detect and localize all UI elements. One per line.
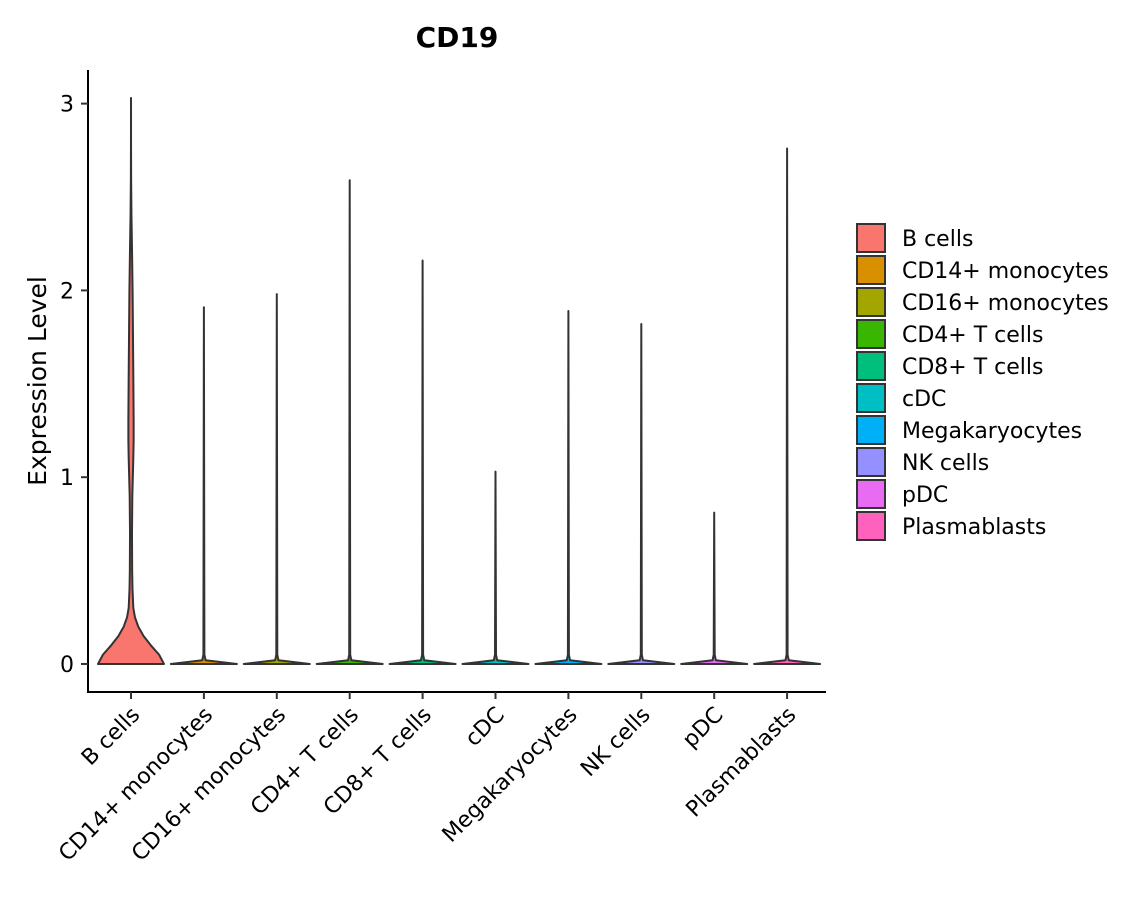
x-tick-label: B cells — [77, 703, 145, 771]
legend-swatch-nk-cells — [856, 447, 886, 477]
violin-nk-cells — [607, 323, 676, 665]
violin-cd4plus-t-cells — [315, 179, 384, 665]
legend-label: cDC — [902, 387, 946, 412]
legend-label: pDC — [902, 483, 948, 508]
legend-swatch-cdc — [856, 383, 886, 413]
violin-cd14plus-monocytes — [169, 306, 238, 665]
legend-swatch-megakaryocytes — [856, 415, 886, 445]
legend-label: NK cells — [902, 451, 989, 476]
legend-swatch-plasmablasts — [856, 511, 886, 541]
y-axis-label: Expression Level — [23, 276, 52, 486]
legend-swatch-cd4plus-t-cells — [856, 319, 886, 349]
y-tick-label: 3 — [60, 93, 74, 118]
legend-swatch-cd8plus-t-cells — [856, 351, 886, 381]
violin-cdc — [461, 470, 530, 665]
chart-title: CD19 — [416, 21, 499, 54]
y-tick-label: 0 — [60, 653, 74, 678]
legend-label: Megakaryocytes — [902, 419, 1082, 444]
legend-label: B cells — [902, 227, 973, 252]
legend-label: CD8+ T cells — [902, 355, 1043, 380]
legend-label: Plasmablasts — [902, 515, 1046, 540]
legend-label: CD16+ monocytes — [902, 291, 1109, 316]
violin-megakaryocytes — [534, 309, 603, 665]
violin-cd8plus-t-cells — [388, 259, 457, 665]
y-tick-label: 2 — [60, 279, 74, 304]
x-tick-label: Megakaryocytes — [438, 703, 583, 848]
violin-b-cells — [97, 97, 165, 665]
x-tick-label: cDC — [461, 703, 510, 752]
y-tick-label: 1 — [60, 466, 74, 491]
violins-group — [97, 97, 822, 665]
y-ticks-group: 0 1 2 3 — [60, 93, 88, 678]
legend-swatch-b-cells — [856, 223, 886, 253]
violin-plasmablasts — [753, 147, 822, 665]
violin-cd16plus-monocytes — [242, 293, 311, 665]
x-tick-label: NK cells — [576, 703, 655, 782]
x-tick-label: pDC — [678, 703, 728, 753]
legend-swatch-pdc — [856, 479, 886, 509]
violin-pdc — [680, 511, 749, 665]
legend-label: CD14+ monocytes — [902, 259, 1109, 284]
legend: B cells CD14+ monocytes CD16+ monocytes CD4… — [856, 223, 1109, 541]
legend-label: CD4+ T cells — [902, 323, 1043, 348]
legend-swatch-cd14plus-monocytes — [856, 255, 886, 285]
legend-swatch-cd16plus-monocytes — [856, 287, 886, 317]
